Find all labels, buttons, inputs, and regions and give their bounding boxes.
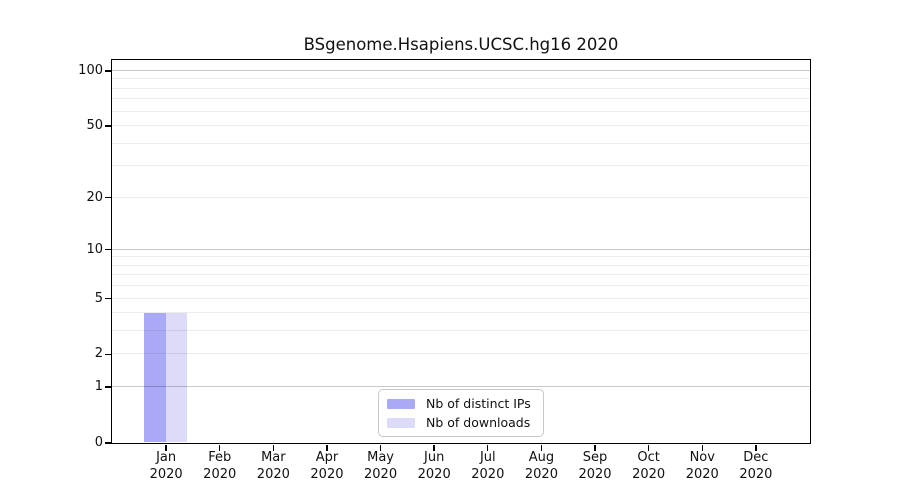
gridline-60 xyxy=(112,110,810,112)
y-tick-5 xyxy=(105,297,111,300)
y-tick-label-10: 10 xyxy=(86,241,103,257)
y-tick-label-5: 5 xyxy=(94,290,103,306)
x-tick-label-apr: Apr 2020 xyxy=(310,450,344,482)
gridline-100 xyxy=(112,70,810,71)
x-tick-label-dec: Dec 2020 xyxy=(739,450,773,482)
plot-area xyxy=(111,59,811,444)
y-tick-label-20: 20 xyxy=(86,189,103,205)
gridline-10 xyxy=(112,248,810,250)
x-tick-label-jan: Jan 2020 xyxy=(149,450,183,482)
y-tick-10 xyxy=(105,249,111,251)
x-tick-6 xyxy=(487,444,489,451)
legend-label-downloads: Nb of downloads xyxy=(426,415,531,430)
y-tick-100 xyxy=(105,70,111,72)
x-tick-label-sep: Sep 2020 xyxy=(578,450,612,482)
y-tick-20 xyxy=(105,196,111,199)
chart-title: BSgenome.Hsapiens.UCSC.hg16 2020 xyxy=(303,35,619,54)
gridline-90 xyxy=(112,78,810,80)
x-tick-label-nov: Nov 2020 xyxy=(685,450,719,482)
gridline-40 xyxy=(112,142,810,144)
x-tick-8 xyxy=(594,444,596,451)
bar-nb-of-downloads-0 xyxy=(165,312,188,443)
x-tick-label-mar: Mar 2020 xyxy=(256,450,290,482)
x-tick-1 xyxy=(219,444,221,451)
gridline-2 xyxy=(112,353,810,355)
x-tick-label-may: May 2020 xyxy=(364,450,398,482)
x-tick-7 xyxy=(540,444,543,451)
gridline-6 xyxy=(112,285,810,287)
x-tick-0 xyxy=(165,444,167,451)
y-tick-label-2: 2 xyxy=(94,346,103,362)
gridline-7 xyxy=(112,274,810,276)
y-tick-50 xyxy=(105,125,111,127)
legend-label-distinct-ips: Nb of distinct IPs xyxy=(426,396,531,411)
y-tick-2 xyxy=(105,353,111,356)
y-tick-label-0: 0 xyxy=(94,435,103,450)
gridline-1 xyxy=(112,386,810,388)
y-tick-label-100: 100 xyxy=(78,63,103,78)
x-tick-label-jun: Jun 2020 xyxy=(417,450,451,482)
gridline-30 xyxy=(112,165,810,167)
y-tick-label-1: 1 xyxy=(94,379,103,395)
gridline-9 xyxy=(112,256,810,258)
x-tick-4 xyxy=(379,444,382,451)
x-tick-9 xyxy=(647,444,650,451)
legend-item-distinct-ips: Nb of distinct IPs xyxy=(387,396,535,411)
x-tick-label-jul: Jul 2020 xyxy=(471,450,505,482)
x-tick-label-aug: Aug 2020 xyxy=(524,450,558,482)
x-tick-2 xyxy=(272,444,275,451)
plot-canvas xyxy=(112,60,810,443)
legend-swatch-downloads xyxy=(387,417,415,428)
legend: Nb of distinct IPs Nb of downloads xyxy=(378,389,544,437)
legend-swatch-distinct-ips xyxy=(387,398,415,409)
gridline-70 xyxy=(112,98,810,100)
x-tick-11 xyxy=(755,444,757,451)
gridline-50 xyxy=(112,125,810,127)
x-tick-5 xyxy=(433,444,435,451)
bar-nb-of-distinct-ips-0 xyxy=(144,312,166,443)
legend-item-downloads: Nb of downloads xyxy=(387,415,535,430)
y-tick-label-50: 50 xyxy=(86,118,103,134)
gridline-80 xyxy=(112,87,810,89)
x-tick-10 xyxy=(701,444,703,451)
y-tick-1 xyxy=(105,386,111,388)
gridline-4 xyxy=(112,312,810,314)
x-tick-label-oct: Oct 2020 xyxy=(632,450,666,482)
gridline-5 xyxy=(112,297,810,299)
gridline-20 xyxy=(112,196,810,198)
x-tick-label-feb: Feb 2020 xyxy=(203,450,237,482)
gridline-3 xyxy=(112,330,810,332)
x-tick-3 xyxy=(326,444,328,451)
y-tick-0 xyxy=(105,442,111,444)
gridline-8 xyxy=(112,264,810,266)
